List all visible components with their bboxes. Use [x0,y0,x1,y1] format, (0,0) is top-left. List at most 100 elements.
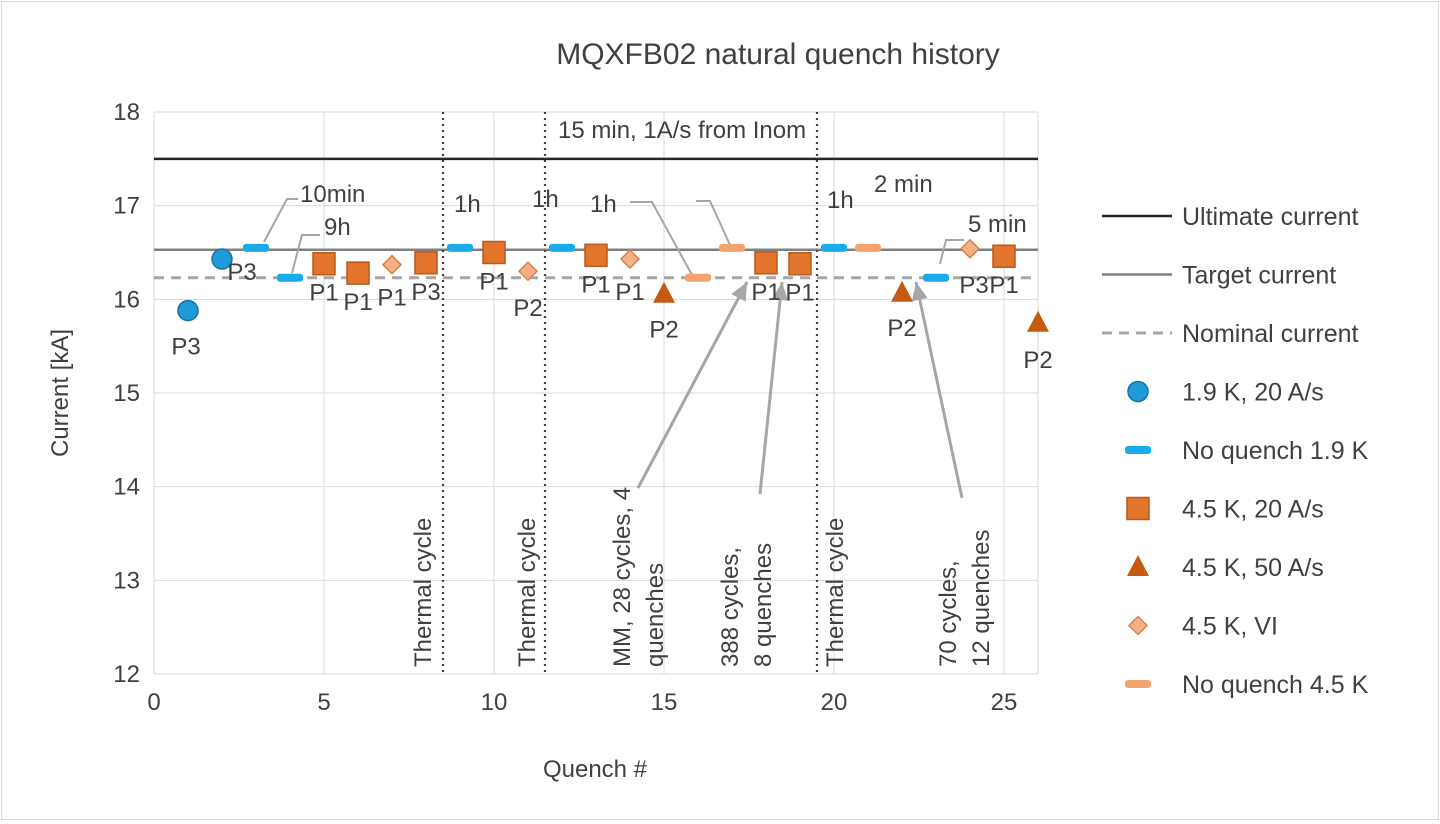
data-point-dash [243,243,269,252]
legend-label: No quench 4.5 K [1182,671,1369,699]
annotation-1h-a: 1h [454,191,481,218]
annotation-leader [263,198,298,243]
data-point-square [312,251,336,276]
x-tick-label: 10 [481,689,508,716]
data-point-dash [549,243,575,252]
data-point-dash [277,273,303,282]
data-point-circle [177,299,199,322]
gridlines [153,111,1039,675]
annotation-70-cycles: 70 cycles, 12 quenches [935,530,995,667]
y-tick-label: 17 [113,193,140,220]
legend-label: 4.5 K, 20 A/s [1182,496,1324,524]
data-point-triangle [653,281,675,303]
legend-swatch-dash [1125,446,1151,454]
data-point-square [414,251,438,275]
point-label: P3 [171,334,200,361]
point-label: P2 [887,315,916,342]
x-tick-label: 15 [651,689,678,716]
legend: Ultimate current Target current Nominal cu… [1102,203,1369,699]
y-tick-label: 13 [113,567,140,594]
data-point-diamond [619,248,641,270]
legend-item: No quench 4.5 K [1125,671,1369,699]
annotation-leader [939,239,964,265]
annotation-arrowhead [911,282,928,302]
annotation-2min: 2 min [874,171,933,198]
data-point-dash [685,273,711,282]
data-point-diamond [517,261,539,282]
legend-label: Target current [1182,262,1336,290]
legend-label: Nominal current [1182,320,1359,348]
data-point-square [754,251,778,275]
annotation-arrowhead [772,282,789,301]
legend-label: 1.9 K, 20 A/s [1182,379,1324,407]
thermal-cycle-label-3: Thermal cycle [822,518,849,667]
x-axis-label: Quench # [543,756,648,783]
data-point-dash [719,243,745,252]
data-point-dash [447,243,473,252]
legend-label: No quench 1.9 K [1182,437,1369,465]
data-point-circle [211,248,233,270]
legend-item: 4.5 K, VI [1127,613,1278,641]
legend-item: 1.9 K, 20 A/s [1127,379,1324,407]
point-label: P1 [343,289,372,316]
annotation-arrow [758,281,784,495]
annotation-mm-cycles: MM, 28 cycles, 4 quenches [609,480,669,667]
y-tick-label: 16 [113,286,140,313]
point-label: P1 [785,280,814,307]
data-point-dash [923,273,949,282]
x-tick-label: 0 [147,689,160,716]
data-point-dash [821,243,847,252]
annotation-leader [630,201,693,276]
point-label: P3 [227,259,256,286]
data-point-triangle [1027,310,1049,332]
data-point-diamond [959,238,981,259]
thermal-cycle-label-2: Thermal cycle [514,518,541,667]
annotation-arrow [636,281,749,489]
legend-item: Target current [1102,262,1336,290]
data-point-dash [855,243,881,252]
data-point-square [992,244,1016,268]
point-label: P3 [959,272,988,299]
x-tick-label: 5 [317,689,330,716]
x-tick-label: 20 [821,689,848,716]
legend-swatch-triangle [1127,555,1149,576]
annotation-1h-c: 1h [590,191,617,218]
legend-swatch-dash [1125,680,1151,688]
x-tick-label: 25 [991,689,1018,716]
legend-swatch-diamond [1127,615,1149,636]
data-point-diamond [381,254,403,275]
legend-item: Ultimate current [1102,203,1358,231]
data-points [177,238,1049,332]
annotation-1h-b: 1h [532,186,559,213]
data-point-square [788,251,812,276]
y-tick-label: 15 [113,380,140,407]
legend-item: No quench 1.9 K [1125,437,1369,465]
thermal-cycle-lines [441,112,819,674]
annotation-15min: 15 min, 1A/s from Inom [558,117,806,144]
annotation-leader [696,200,731,246]
legend-item: Nominal current [1102,320,1359,348]
annotation-leader [291,234,320,274]
point-label: P1 [989,272,1018,299]
data-point-triangle [891,280,913,302]
annotation-9h: 9h [324,214,351,241]
y-tick-label: 12 [113,661,140,688]
point-label: P1 [309,280,338,307]
annotation-5min: 5 min [968,211,1027,238]
legend-label: 4.5 K, VI [1182,613,1278,641]
legend-item: 4.5 K, 50 A/s [1127,554,1324,582]
annotation-arrowhead [731,282,747,302]
tick-labels: 0 5 10 15 20 25 12 13 14 15 16 17 18 [113,99,1017,716]
point-label: P1 [581,271,610,298]
annotation-arrows [263,198,964,499]
legend-swatch-circle [1127,380,1149,403]
chart-title: MQXFB02 natural quench history [556,38,1000,71]
data-point-square [584,243,608,268]
point-label: P1 [615,279,644,306]
data-point-square [346,261,370,285]
point-label: P2 [1023,347,1052,374]
legend-label: 4.5 K, 50 A/s [1182,554,1324,582]
